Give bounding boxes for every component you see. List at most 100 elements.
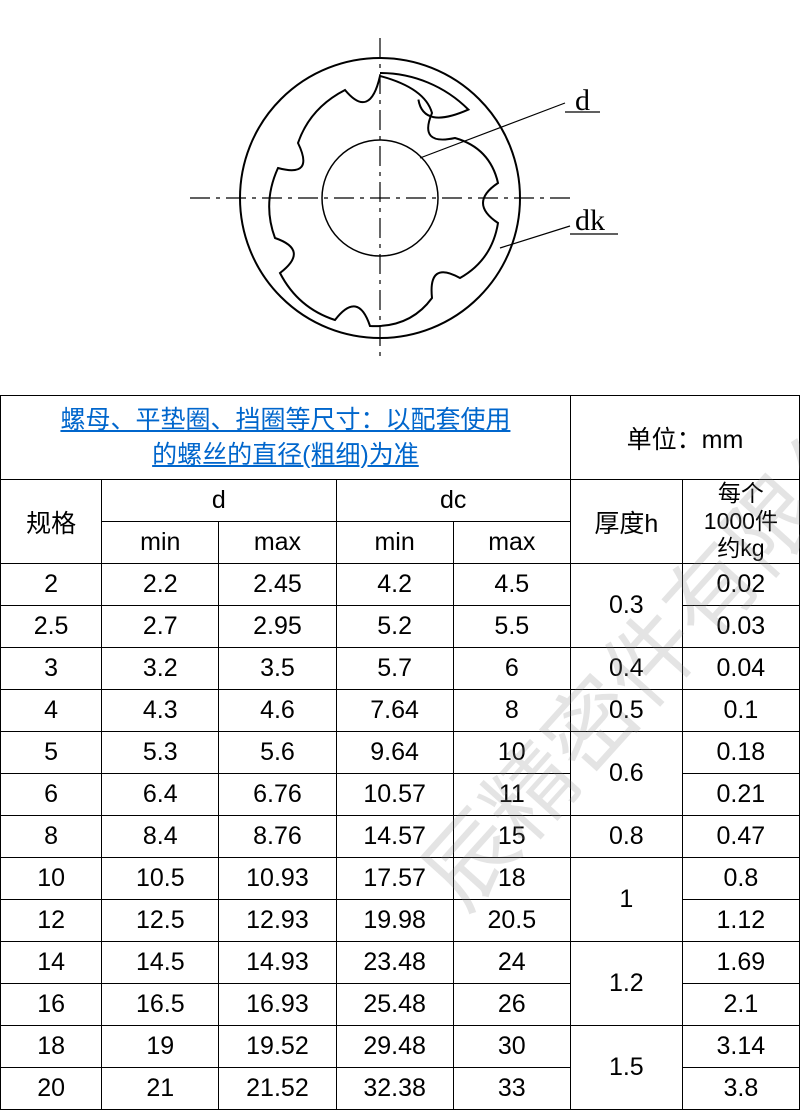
cell-kg: 2.1: [682, 984, 799, 1026]
sizing-note[interactable]: 螺母、平垫圈、挡圈等尺寸：以配套使用 的螺丝的直径(粗细)为准: [1, 396, 571, 480]
cell-dmin: 19: [102, 1026, 219, 1068]
cell-kg: 0.21: [682, 774, 799, 816]
dc-min: min: [336, 522, 453, 564]
table-row: 1414.514.9323.48241.21.69: [1, 942, 800, 984]
cell-spec: 2.5: [1, 606, 102, 648]
cell-kg: 0.03: [682, 606, 799, 648]
cell-dmax: 19.52: [219, 1026, 336, 1068]
d-min: min: [102, 522, 219, 564]
cell-dmin: 10.5: [102, 858, 219, 900]
cell-thickness: 1.5: [570, 1026, 682, 1110]
cell-dcmin: 29.48: [336, 1026, 453, 1068]
table-row: 181919.5229.48301.53.14: [1, 1026, 800, 1068]
cell-spec: 3: [1, 648, 102, 690]
washer-svg: d dk: [170, 28, 630, 368]
col-d: d: [102, 480, 336, 522]
table-row: 1010.510.9317.571810.8: [1, 858, 800, 900]
d-max: max: [219, 522, 336, 564]
cell-spec: 4: [1, 690, 102, 732]
cell-thickness: 0.4: [570, 648, 682, 690]
cell-kg: 0.04: [682, 648, 799, 690]
cell-dcmax: 8: [453, 690, 570, 732]
cell-dmax: 8.76: [219, 816, 336, 858]
cell-dcmin: 4.2: [336, 564, 453, 606]
cell-dcmin: 14.57: [336, 816, 453, 858]
cell-dcmax: 6: [453, 648, 570, 690]
cell-dcmax: 15: [453, 816, 570, 858]
cell-dmin: 4.3: [102, 690, 219, 732]
cell-dcmax: 5.5: [453, 606, 570, 648]
cell-dmin: 6.4: [102, 774, 219, 816]
cell-dcmax: 33: [453, 1068, 570, 1110]
table-row: 22.22.454.24.50.30.02: [1, 564, 800, 606]
cell-dmax: 12.93: [219, 900, 336, 942]
cell-dcmin: 9.64: [336, 732, 453, 774]
cell-kg: 0.47: [682, 816, 799, 858]
cell-spec: 8: [1, 816, 102, 858]
spec-table: 螺母、平垫圈、挡圈等尺寸：以配套使用 的螺丝的直径(粗细)为准 单位：mm 规格…: [0, 395, 800, 1110]
table-row: 55.35.69.64100.60.18: [1, 732, 800, 774]
cell-dmin: 12.5: [102, 900, 219, 942]
cell-thickness: 1: [570, 858, 682, 942]
cell-thickness: 1.2: [570, 942, 682, 1026]
header-row-1: 螺母、平垫圈、挡圈等尺寸：以配套使用 的螺丝的直径(粗细)为准 单位：mm: [1, 396, 800, 480]
cell-dcmin: 7.64: [336, 690, 453, 732]
cell-dmax: 10.93: [219, 858, 336, 900]
cell-dcmin: 32.38: [336, 1068, 453, 1110]
cell-dmin: 21: [102, 1068, 219, 1110]
unit-cell: 单位：mm: [570, 396, 799, 480]
cell-dmax: 4.6: [219, 690, 336, 732]
col-weight: 每个1000件约kg: [682, 480, 799, 564]
table-row: 33.23.55.760.40.04: [1, 648, 800, 690]
cell-kg: 3.8: [682, 1068, 799, 1110]
col-spec: 规格: [1, 480, 102, 564]
cell-thickness: 0.6: [570, 732, 682, 816]
cell-dcmax: 20.5: [453, 900, 570, 942]
cell-dcmin: 5.2: [336, 606, 453, 648]
washer-diagram: d dk: [0, 0, 800, 395]
cell-dmax: 2.95: [219, 606, 336, 648]
cell-thickness: 0.8: [570, 816, 682, 858]
cell-dmax: 14.93: [219, 942, 336, 984]
cell-dmin: 14.5: [102, 942, 219, 984]
cell-dcmin: 25.48: [336, 984, 453, 1026]
cell-dmax: 5.6: [219, 732, 336, 774]
cell-dmax: 3.5: [219, 648, 336, 690]
cell-kg: 1.69: [682, 942, 799, 984]
cell-spec: 16: [1, 984, 102, 1026]
col-thickness: 厚度h: [570, 480, 682, 564]
table-row: 44.34.67.6480.50.1: [1, 690, 800, 732]
cell-spec: 18: [1, 1026, 102, 1068]
cell-dmax: 2.45: [219, 564, 336, 606]
cell-kg: 0.02: [682, 564, 799, 606]
cell-spec: 2: [1, 564, 102, 606]
cell-dcmax: 24: [453, 942, 570, 984]
note-line-2: 的螺丝的直径(粗细)为准: [152, 441, 419, 469]
cell-dmax: 21.52: [219, 1068, 336, 1110]
cell-dcmax: 30: [453, 1026, 570, 1068]
cell-spec: 14: [1, 942, 102, 984]
cell-dmax: 16.93: [219, 984, 336, 1026]
note-line-1: 螺母、平垫圈、挡圈等尺寸：以配套使用: [60, 406, 510, 434]
cell-kg: 3.14: [682, 1026, 799, 1068]
cell-dcmin: 17.57: [336, 858, 453, 900]
cell-dcmax: 18: [453, 858, 570, 900]
cell-dcmax: 10: [453, 732, 570, 774]
label-dk: dk: [575, 204, 605, 237]
cell-dmin: 16.5: [102, 984, 219, 1026]
cell-dmin: 3.2: [102, 648, 219, 690]
cell-kg: 0.8: [682, 858, 799, 900]
table-row: 88.48.7614.57150.80.47: [1, 816, 800, 858]
cell-spec: 10: [1, 858, 102, 900]
cell-dcmax: 4.5: [453, 564, 570, 606]
cell-thickness: 0.3: [570, 564, 682, 648]
cell-dmin: 2.7: [102, 606, 219, 648]
cell-dcmin: 10.57: [336, 774, 453, 816]
cell-dmin: 2.2: [102, 564, 219, 606]
cell-dcmax: 11: [453, 774, 570, 816]
cell-spec: 20: [1, 1068, 102, 1110]
cell-spec: 6: [1, 774, 102, 816]
dc-max: max: [453, 522, 570, 564]
cell-spec: 5: [1, 732, 102, 774]
cell-dcmin: 5.7: [336, 648, 453, 690]
